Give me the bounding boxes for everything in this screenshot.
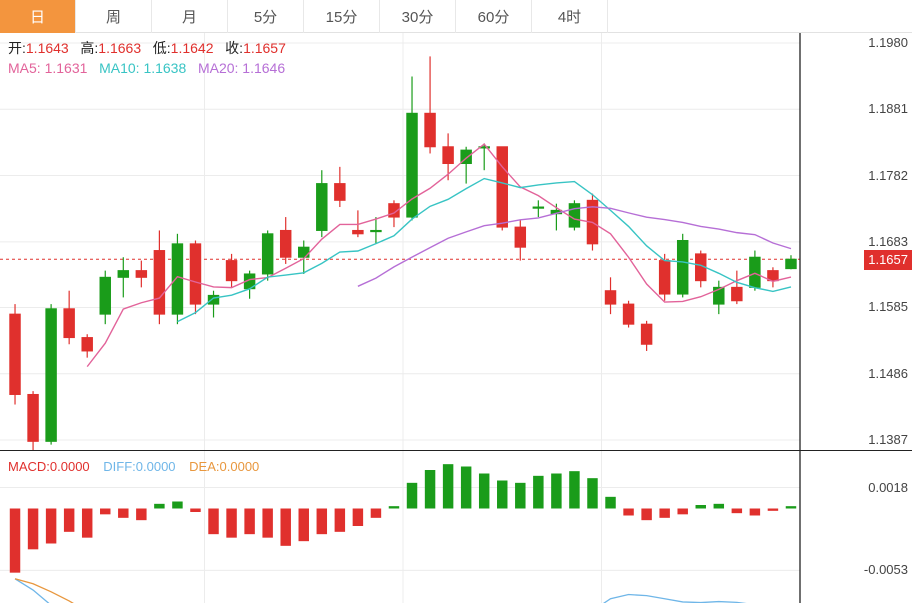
macd-chart-panel[interactable]: MACD:0.0000 DIFF:0.0000 DEA:0.0000 0.001… (0, 450, 912, 603)
price-axis-tick: 1.1387 (868, 432, 908, 447)
price-axis-tick: 1.1486 (868, 366, 908, 381)
macd-legend: MACD:0.0000 DIFF:0.0000 DEA:0.0000 (8, 459, 269, 474)
ma-line: MA5: 1.1631 MA10: 1.1638 MA20: 1.1646 (8, 58, 286, 78)
price-axis-tick: 1.1782 (868, 168, 908, 183)
macd-axis-tick: -0.0053 (864, 562, 908, 577)
ohlc-line: 开:1.1643 高:1.1663 低:1.1642 收:1.1657 (8, 38, 286, 58)
tab-60min[interactable]: 60分 (456, 0, 532, 33)
current-price-badge: 1.1657 (864, 250, 912, 270)
tab-day[interactable]: 日 (0, 0, 76, 33)
tab-week[interactable]: 周 (76, 0, 152, 33)
macd-axis-tick: 0.0018 (868, 480, 908, 495)
price-axis-tick: 1.1683 (868, 234, 908, 249)
tab-month[interactable]: 月 (152, 0, 228, 33)
ohlc-ma-overlay: 开:1.1643 高:1.1663 低:1.1642 收:1.1657 MA5:… (8, 38, 286, 78)
price-axis-tick: 1.1881 (868, 101, 908, 116)
tab-30min[interactable]: 30分 (380, 0, 456, 33)
timeframe-tabbar: 日 周 月 5分 15分 30分 60分 4时 (0, 0, 912, 33)
candlestick-chart-panel[interactable]: 1.1980 1.1881 1.1782 1.1683 1.1585 1.1486 1.13… (0, 33, 912, 450)
price-axis-tick: 1.1585 (868, 299, 908, 314)
tab-15min[interactable]: 15分 (304, 0, 380, 33)
tab-5min[interactable]: 5分 (228, 0, 304, 33)
tab-4hour[interactable]: 4时 (532, 0, 608, 33)
price-axis-tick: 1.1980 (868, 35, 908, 50)
trading-chart-app: 日 周 月 5分 15分 30分 60分 4时 开:1.1643 高:1.166… (0, 0, 912, 603)
